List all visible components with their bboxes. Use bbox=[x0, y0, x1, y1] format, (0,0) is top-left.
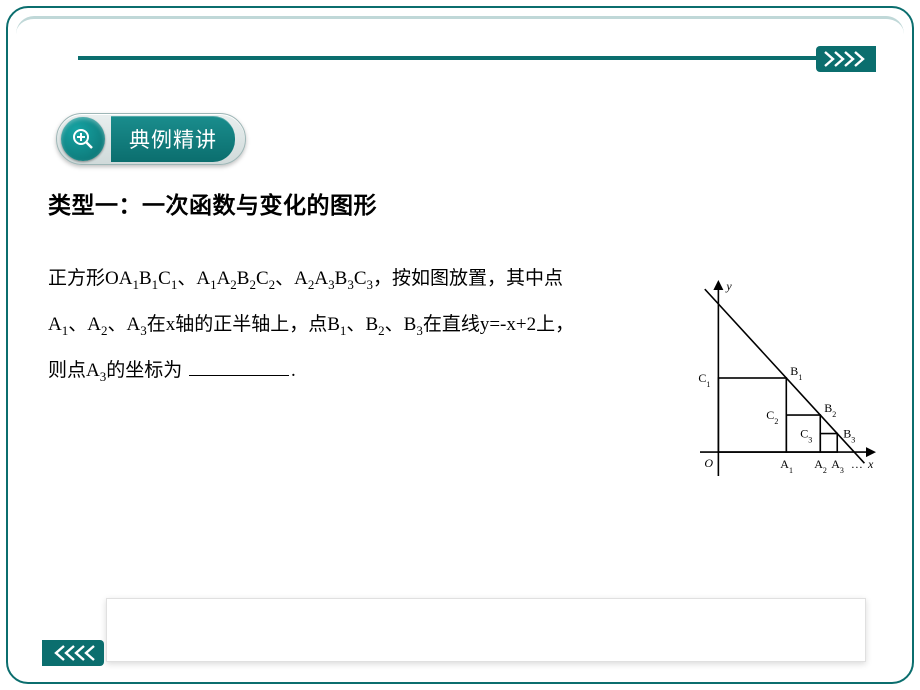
problem-line2: A1、A2、A3在x轴的正半轴上，点B1、B2、B3在直线y=-x+2上， bbox=[48, 314, 574, 335]
svg-text:…: … bbox=[851, 457, 863, 471]
svg-text:B2: B2 bbox=[824, 401, 836, 419]
svg-text:B1: B1 bbox=[790, 364, 802, 382]
svg-text:A1: A1 bbox=[780, 457, 793, 475]
top-bar bbox=[78, 48, 876, 70]
svg-text:O: O bbox=[704, 456, 713, 470]
problem-line3: 则点A3的坐标为 . bbox=[48, 360, 296, 381]
svg-text:x: x bbox=[867, 457, 874, 471]
section-badge: 典例精讲 bbox=[56, 112, 246, 166]
chevrons-left-icon bbox=[42, 640, 104, 666]
svg-text:A2: A2 bbox=[814, 457, 827, 475]
problem-diagram: yxOC1B1C2B2C3B3A1A2A3… bbox=[698, 278, 878, 478]
section-badge-label: 典例精讲 bbox=[111, 116, 235, 162]
svg-text:A3: A3 bbox=[831, 457, 844, 475]
problem-text: 正方形OA1B1C1、A1A2B2C2、A2A3B3C3，按如图放置，其中点 A… bbox=[48, 256, 666, 394]
section-heading: 类型一：一次函数与变化的图形 bbox=[48, 186, 377, 220]
problem-line1: 正方形OA1B1C1、A1A2B2C2、A2A3B3C3，按如图放置，其中点 bbox=[48, 268, 563, 289]
top-divider bbox=[78, 56, 836, 60]
svg-text:y: y bbox=[725, 279, 732, 293]
magnifier-icon bbox=[61, 117, 105, 161]
bottom-note-box bbox=[106, 598, 866, 662]
svg-text:C3: C3 bbox=[800, 427, 812, 445]
bottom-bar bbox=[42, 598, 866, 662]
slide-frame: 典例精讲 类型一：一次函数与变化的图形 正方形OA1B1C1、A1A2B2C2、… bbox=[6, 6, 914, 684]
chevrons-right-icon bbox=[816, 46, 876, 72]
badge-pill: 典例精讲 bbox=[56, 113, 246, 165]
answer-blank bbox=[189, 372, 289, 376]
svg-text:C2: C2 bbox=[766, 408, 778, 426]
svg-text:C1: C1 bbox=[698, 371, 710, 389]
